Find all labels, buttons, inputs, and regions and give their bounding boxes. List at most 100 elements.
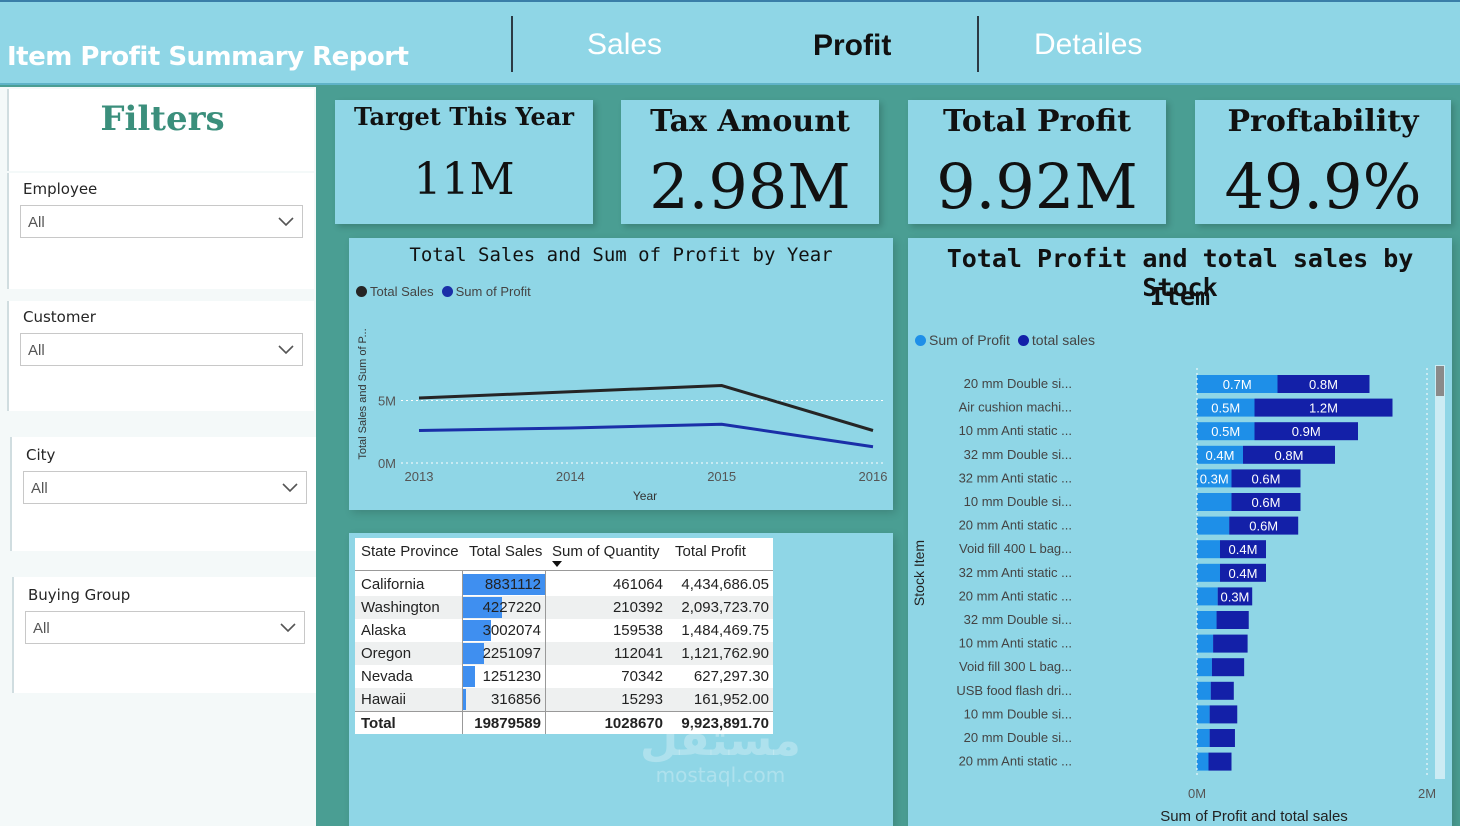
- x-tick-label: 2M: [1418, 786, 1436, 801]
- buying-group-dropdown[interactable]: All: [25, 611, 305, 644]
- column-divider: [545, 571, 546, 734]
- cell-total-profit: 4,434,686.05: [681, 576, 769, 593]
- dropdown-value: All: [28, 214, 45, 231]
- watermark: مستقل mostaql.com: [640, 718, 801, 787]
- profit-bar: [1197, 563, 1220, 582]
- cell-total-profit: 627,297.30: [693, 668, 769, 685]
- slicer-label: Buying Group: [28, 586, 131, 604]
- cell-total-sales: 4227220: [482, 599, 541, 616]
- dropdown-value: All: [33, 620, 50, 637]
- table-row[interactable]: California 8831112 461064 4,434,686.05: [355, 573, 773, 596]
- profit-bar: [1197, 422, 1255, 441]
- filters-header: Filters: [7, 89, 314, 171]
- y-tick-label: 0M: [378, 456, 396, 471]
- city-dropdown[interactable]: All: [23, 471, 307, 504]
- profit-bar: [1197, 658, 1212, 677]
- data-label: 0.5M: [1211, 424, 1240, 439]
- table-row[interactable]: Hawaii 316856 15293 161,952.00: [355, 688, 773, 711]
- sales-bar: [1243, 445, 1335, 464]
- sales-bar: [1208, 752, 1232, 771]
- cell-quantity: 112041: [614, 645, 663, 662]
- category-label: 10 mm Anti static ...: [959, 636, 1072, 651]
- x-tick-label: 2016: [859, 469, 888, 484]
- sales-bar: [1210, 681, 1234, 700]
- data-label: 0.6M: [1249, 519, 1278, 534]
- report-header: Item Profit Summary Report Sales Profit …: [0, 0, 1460, 85]
- slicer-employee: Employee All: [7, 173, 314, 289]
- header-divider: [977, 16, 979, 72]
- legend-item[interactable]: Total Sales: [356, 284, 434, 299]
- tab-detailes[interactable]: Detailes: [1034, 28, 1143, 61]
- profit-bar: [1197, 752, 1209, 771]
- filters-title: Filters: [100, 99, 225, 139]
- profit-bar: [1197, 398, 1255, 417]
- data-label: 0.5M: [1211, 401, 1240, 416]
- bar-chart-title: Total Profit and total sales by Stock: [946, 244, 1414, 302]
- category-label: 20 mm Anti static ...: [959, 518, 1072, 533]
- legend-label: total sales: [1031, 332, 1095, 348]
- sales-data-bar: [463, 597, 503, 618]
- sales-bar: [1216, 611, 1249, 629]
- table-row[interactable]: Washington 4227220 210392 2,093,723.70: [355, 596, 773, 619]
- category-label: 20 mm Double si...: [964, 730, 1072, 745]
- bar-chart-scrollbar-thumb[interactable]: [1436, 366, 1444, 396]
- data-label: 0.6M: [1252, 495, 1281, 510]
- table-row[interactable]: Alaska 3002074 159538 1,484,469.75: [355, 619, 773, 642]
- table-row[interactable]: Nevada 1251230 70342 627,297.30: [355, 665, 773, 688]
- total-cell: 19879589: [474, 715, 541, 732]
- customer-dropdown[interactable]: All: [20, 333, 303, 366]
- employee-dropdown[interactable]: All: [20, 205, 303, 238]
- cell-quantity: 210392: [612, 599, 663, 616]
- cell-total-sales: 2251097: [482, 645, 541, 662]
- tab-sales[interactable]: Sales: [587, 28, 663, 61]
- category-label: 32 mm Double si...: [964, 612, 1072, 627]
- sales-bar: [1217, 587, 1253, 606]
- sales-bar: [1254, 398, 1393, 417]
- chevron-down-icon: [282, 483, 298, 493]
- sales-bar: [1209, 729, 1235, 747]
- bar-chart-title-line2: Item: [1149, 282, 1211, 311]
- legend-item[interactable]: Sum of Profit: [915, 332, 1010, 348]
- x-tick-label: 2014: [556, 469, 585, 484]
- legend-item[interactable]: Sum of Profit: [441, 284, 531, 299]
- sort-desc-icon[interactable]: [552, 561, 562, 568]
- x-tick-label: 2013: [405, 469, 434, 484]
- tab-profit[interactable]: Profit: [813, 29, 892, 62]
- sales-data-bar: [463, 574, 545, 595]
- category-label: 20 mm Anti static ...: [959, 754, 1072, 769]
- line-chart-legend: Total Sales Sum of Profit: [356, 284, 531, 299]
- legend-item[interactable]: total sales: [1017, 332, 1095, 348]
- header-divider: [511, 16, 513, 72]
- profit-bar: [1197, 705, 1210, 724]
- category-label: 10 mm Double si...: [964, 494, 1072, 509]
- profit-bar: [1197, 493, 1232, 511]
- x-axis-title: Sum of Profit and total sales: [1160, 808, 1348, 825]
- kpi-label: Proftability: [1227, 104, 1419, 139]
- chevron-down-icon: [278, 217, 294, 227]
- slicer-label: Customer: [23, 308, 96, 326]
- column-header-total-sales[interactable]: Total Sales: [469, 543, 543, 560]
- slicer-label: Employee: [23, 180, 98, 198]
- legend-label: Total Sales: [370, 284, 434, 299]
- table-row[interactable]: Oregon 2251097 112041 1,121,762.90: [355, 642, 773, 665]
- bar-chart-scrollbar-track[interactable]: [1435, 365, 1445, 779]
- sales-bar: [1254, 422, 1358, 441]
- column-header-state[interactable]: State Province: [361, 543, 459, 560]
- legend-dot: [1017, 334, 1029, 346]
- column-header-total-profit[interactable]: Total Profit: [675, 543, 746, 560]
- data-label: 0.3M: [1220, 589, 1249, 604]
- data-label: 0.7M: [1223, 377, 1252, 392]
- data-label: 0.3M: [1200, 471, 1229, 486]
- slicer-label: City: [26, 446, 56, 464]
- cell-quantity: 159538: [612, 622, 663, 639]
- column-divider: [462, 571, 463, 734]
- line-chart-panel: Total Sales and Sum of Profit by Year To…: [349, 238, 893, 510]
- data-label: 0.9M: [1292, 424, 1321, 439]
- kpi-value: 9.92M: [936, 150, 1138, 223]
- cell-total-profit: 1,121,762.90: [681, 645, 769, 662]
- category-label: Air cushion machi...: [959, 400, 1072, 415]
- slicer-buying-group: Buying Group All: [12, 577, 316, 693]
- column-header-quantity[interactable]: Sum of Quantity: [552, 543, 660, 560]
- dropdown-value: All: [31, 480, 48, 497]
- profit-bar: [1197, 516, 1230, 535]
